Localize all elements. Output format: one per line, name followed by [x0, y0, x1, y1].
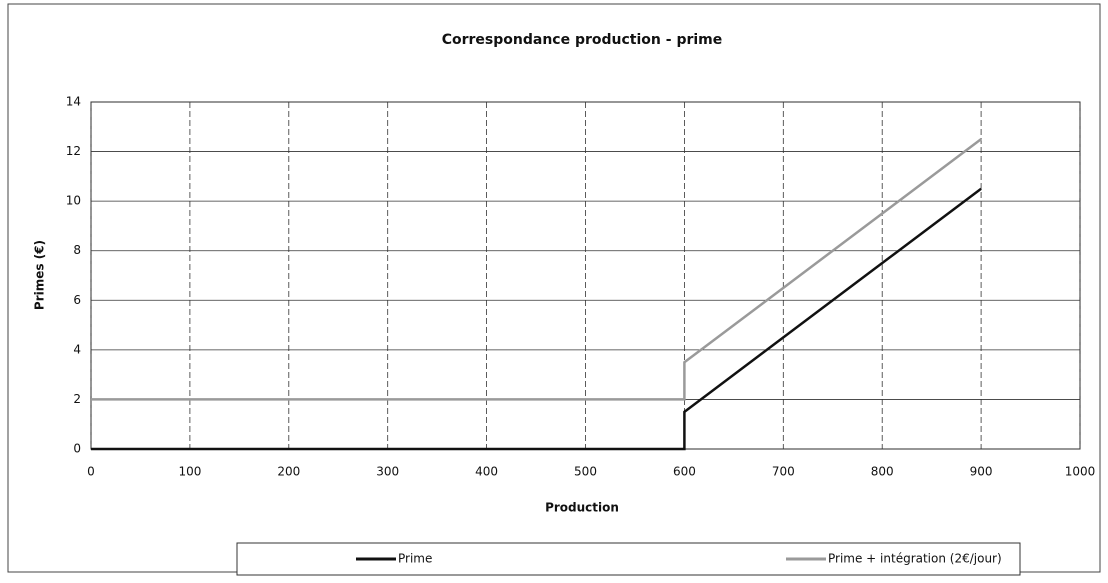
legend-label: Prime + intégration (2€/jour)	[828, 552, 1002, 566]
chart-title: Correspondance production - prime	[442, 32, 723, 48]
x-tick-label: 300	[376, 465, 399, 479]
y-tick-label: 10	[66, 194, 81, 208]
x-tick-label: 900	[970, 465, 993, 479]
x-tick-label: 400	[475, 465, 498, 479]
y-tick-label: 6	[73, 293, 81, 307]
y-axis-label: Primes (€)	[33, 240, 47, 310]
x-tick-label: 0	[87, 465, 95, 479]
x-tick-label: 200	[277, 465, 300, 479]
y-tick-label: 12	[66, 144, 81, 158]
x-tick-label: 500	[574, 465, 597, 479]
y-tick-label: 4	[73, 342, 81, 356]
x-axis-label: Production	[545, 501, 619, 515]
legend-label: Prime	[398, 552, 432, 566]
x-tick-label: 600	[673, 465, 696, 479]
data-line	[91, 138, 982, 401]
y-tick-label: 2	[73, 392, 81, 406]
y-tick-label: 14	[66, 95, 81, 109]
x-tick-label: 800	[871, 465, 894, 479]
y-tick-label: 0	[73, 442, 81, 456]
y-tick-label: 8	[73, 243, 81, 257]
x-tick-label: 700	[772, 465, 795, 479]
x-tick-label: 100	[178, 465, 201, 479]
x-tick-label: 1000	[1065, 465, 1096, 479]
data-line	[91, 187, 982, 451]
